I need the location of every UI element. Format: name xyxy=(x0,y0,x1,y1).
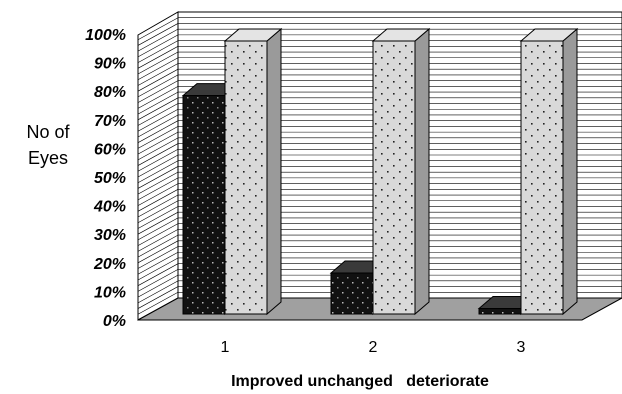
gridline-side xyxy=(137,126,179,149)
gridline-side xyxy=(137,103,179,126)
gridline-side xyxy=(137,189,179,212)
gridline-side xyxy=(137,183,179,206)
x-tick-label: 1 xyxy=(221,339,230,356)
gridline-side xyxy=(137,280,179,304)
y-axis-label-line-2: Eyes xyxy=(28,148,68,168)
gridline-side xyxy=(137,63,179,86)
y-tick-label: 0% xyxy=(103,313,126,330)
y-tick-label: 90% xyxy=(94,56,126,73)
y-axis-label-line-1: No of xyxy=(26,122,70,142)
gridline-side xyxy=(137,97,179,121)
gridline-side xyxy=(137,171,179,195)
y-tick-label: 60% xyxy=(94,141,126,158)
gridline-side xyxy=(137,80,179,103)
gridline-side xyxy=(137,154,179,178)
bar-side xyxy=(562,27,578,316)
y-tick-label: 20% xyxy=(93,256,126,273)
gridline-side xyxy=(137,131,179,155)
y-tick-label: 40% xyxy=(93,199,126,216)
gridline-side xyxy=(137,217,179,241)
gridline-side xyxy=(137,240,179,264)
gridline-side xyxy=(137,34,179,58)
bar-front xyxy=(372,40,416,315)
gridline-side xyxy=(137,177,179,201)
gridline-side xyxy=(137,40,179,63)
bar xyxy=(371,27,431,316)
gridline-side xyxy=(137,114,179,138)
gridline-side xyxy=(137,229,179,252)
gridline-side xyxy=(137,200,179,224)
bar-front xyxy=(182,95,226,315)
gridline-side xyxy=(137,137,179,161)
y-tick-label: 10% xyxy=(94,284,126,301)
gridline-side xyxy=(137,251,179,275)
gridline-side xyxy=(137,286,179,309)
bar-front xyxy=(520,40,564,315)
gridline-side xyxy=(137,68,179,92)
gridline-side xyxy=(137,269,179,292)
x-tick-label: 2 xyxy=(369,339,378,356)
x-tick-label: 3 xyxy=(517,339,526,356)
gridline-side xyxy=(137,292,179,315)
gridline-side xyxy=(137,263,179,286)
gridline-side xyxy=(137,166,179,189)
y-tick-labels: 0% 10% 20% 30% 40% 50% 60% 70% 80% 90% 100% xyxy=(85,27,126,330)
gridline-side xyxy=(137,86,179,109)
bar-side xyxy=(414,27,430,316)
gridline-side xyxy=(137,234,179,258)
gridline-side xyxy=(137,17,179,40)
gridline-side xyxy=(137,194,179,218)
y-tick-label: 80% xyxy=(94,84,126,101)
gridline-side xyxy=(137,120,179,143)
gridline-side xyxy=(137,160,179,183)
gridline-side xyxy=(137,246,179,269)
gridline-side xyxy=(137,108,179,132)
y-tick-label: 100% xyxy=(85,27,126,44)
x-axis-label: Improved unchanged deteriorate xyxy=(231,373,489,390)
gridline-side xyxy=(137,143,179,166)
x-tick-labels: 1 2 3 xyxy=(221,339,526,356)
y-tick-label: 30% xyxy=(94,227,126,244)
gridline-side xyxy=(137,211,179,235)
y-tick-label: 50% xyxy=(94,170,126,187)
gridline-side xyxy=(137,57,179,81)
bar-front xyxy=(224,40,268,315)
bar-front xyxy=(330,272,374,315)
gridline-side xyxy=(137,274,179,298)
gridline-side xyxy=(137,23,179,46)
bars xyxy=(181,27,579,316)
bar xyxy=(519,27,579,316)
bar-front xyxy=(478,308,522,315)
gridline-side xyxy=(137,149,179,172)
gridline-side xyxy=(137,91,179,115)
bar xyxy=(223,27,283,316)
gridline-side xyxy=(137,51,179,75)
gridline-side xyxy=(137,206,179,229)
gridline-side xyxy=(137,46,179,69)
y-tick-label: 70% xyxy=(94,113,126,130)
gridline-side xyxy=(137,257,179,281)
gridline-side xyxy=(137,74,179,98)
gridline-side xyxy=(137,223,179,246)
bar-side xyxy=(266,27,282,316)
gridline-side xyxy=(137,28,179,52)
